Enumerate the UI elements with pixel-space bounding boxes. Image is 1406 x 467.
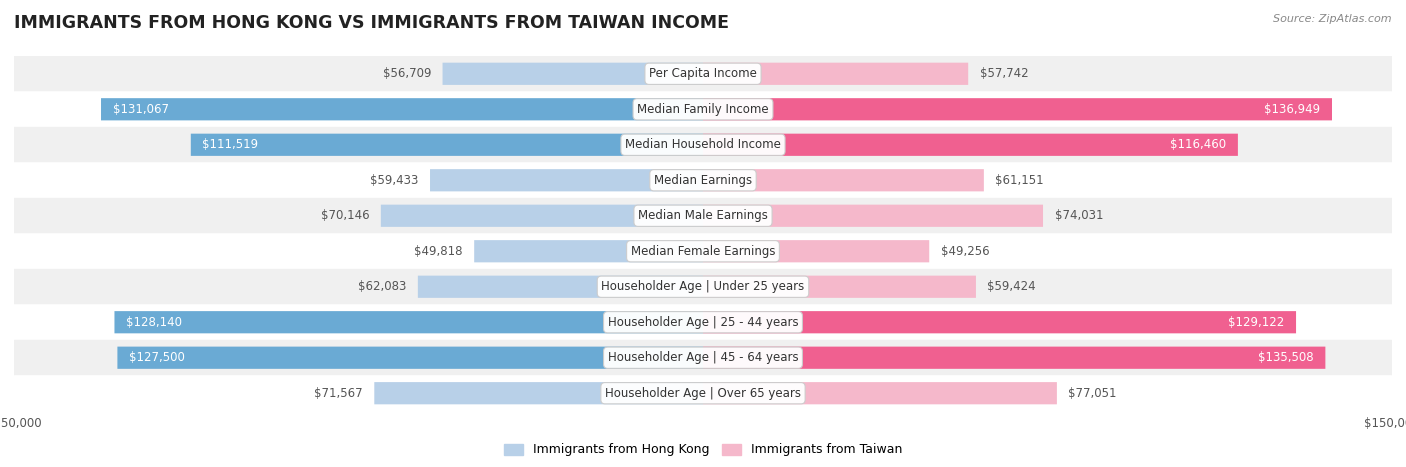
FancyBboxPatch shape: [191, 134, 703, 156]
FancyBboxPatch shape: [101, 98, 703, 120]
Text: $59,424: $59,424: [987, 280, 1036, 293]
Text: $136,949: $136,949: [1264, 103, 1320, 116]
FancyBboxPatch shape: [14, 375, 1392, 411]
Text: $127,500: $127,500: [129, 351, 184, 364]
FancyBboxPatch shape: [474, 240, 703, 262]
Text: $74,031: $74,031: [1054, 209, 1102, 222]
FancyBboxPatch shape: [703, 169, 984, 191]
Text: $49,256: $49,256: [941, 245, 990, 258]
Text: $111,519: $111,519: [202, 138, 259, 151]
Text: Median Household Income: Median Household Income: [626, 138, 780, 151]
Text: $49,818: $49,818: [415, 245, 463, 258]
Text: $129,122: $129,122: [1229, 316, 1285, 329]
Text: Median Male Earnings: Median Male Earnings: [638, 209, 768, 222]
FancyBboxPatch shape: [14, 234, 1392, 269]
Text: $131,067: $131,067: [112, 103, 169, 116]
Text: $116,460: $116,460: [1170, 138, 1226, 151]
Text: $61,151: $61,151: [995, 174, 1045, 187]
FancyBboxPatch shape: [14, 269, 1392, 304]
Text: $57,742: $57,742: [980, 67, 1028, 80]
Text: $128,140: $128,140: [127, 316, 181, 329]
Text: Householder Age | 25 - 44 years: Householder Age | 25 - 44 years: [607, 316, 799, 329]
FancyBboxPatch shape: [14, 163, 1392, 198]
FancyBboxPatch shape: [418, 276, 703, 298]
FancyBboxPatch shape: [14, 198, 1392, 234]
Text: Source: ZipAtlas.com: Source: ZipAtlas.com: [1274, 14, 1392, 24]
FancyBboxPatch shape: [14, 127, 1392, 163]
Text: Median Female Earnings: Median Female Earnings: [631, 245, 775, 258]
FancyBboxPatch shape: [703, 347, 1326, 369]
FancyBboxPatch shape: [443, 63, 703, 85]
Text: $135,508: $135,508: [1258, 351, 1313, 364]
FancyBboxPatch shape: [703, 98, 1331, 120]
Text: Per Capita Income: Per Capita Income: [650, 67, 756, 80]
FancyBboxPatch shape: [703, 134, 1237, 156]
Text: IMMIGRANTS FROM HONG KONG VS IMMIGRANTS FROM TAIWAN INCOME: IMMIGRANTS FROM HONG KONG VS IMMIGRANTS …: [14, 14, 730, 32]
FancyBboxPatch shape: [703, 63, 969, 85]
Text: $71,567: $71,567: [314, 387, 363, 400]
Text: $62,083: $62,083: [359, 280, 406, 293]
FancyBboxPatch shape: [381, 205, 703, 227]
FancyBboxPatch shape: [114, 311, 703, 333]
FancyBboxPatch shape: [14, 56, 1392, 92]
FancyBboxPatch shape: [703, 240, 929, 262]
FancyBboxPatch shape: [703, 382, 1057, 404]
FancyBboxPatch shape: [430, 169, 703, 191]
FancyBboxPatch shape: [117, 347, 703, 369]
Text: $70,146: $70,146: [321, 209, 370, 222]
Text: Householder Age | 45 - 64 years: Householder Age | 45 - 64 years: [607, 351, 799, 364]
Text: $59,433: $59,433: [370, 174, 419, 187]
Text: $56,709: $56,709: [382, 67, 432, 80]
Text: Householder Age | Under 25 years: Householder Age | Under 25 years: [602, 280, 804, 293]
FancyBboxPatch shape: [703, 205, 1043, 227]
Text: Householder Age | Over 65 years: Householder Age | Over 65 years: [605, 387, 801, 400]
Text: Median Earnings: Median Earnings: [654, 174, 752, 187]
FancyBboxPatch shape: [14, 92, 1392, 127]
Legend: Immigrants from Hong Kong, Immigrants from Taiwan: Immigrants from Hong Kong, Immigrants fr…: [499, 439, 907, 461]
FancyBboxPatch shape: [14, 340, 1392, 375]
FancyBboxPatch shape: [374, 382, 703, 404]
FancyBboxPatch shape: [703, 311, 1296, 333]
FancyBboxPatch shape: [703, 276, 976, 298]
Text: $77,051: $77,051: [1069, 387, 1116, 400]
Text: Median Family Income: Median Family Income: [637, 103, 769, 116]
FancyBboxPatch shape: [14, 304, 1392, 340]
